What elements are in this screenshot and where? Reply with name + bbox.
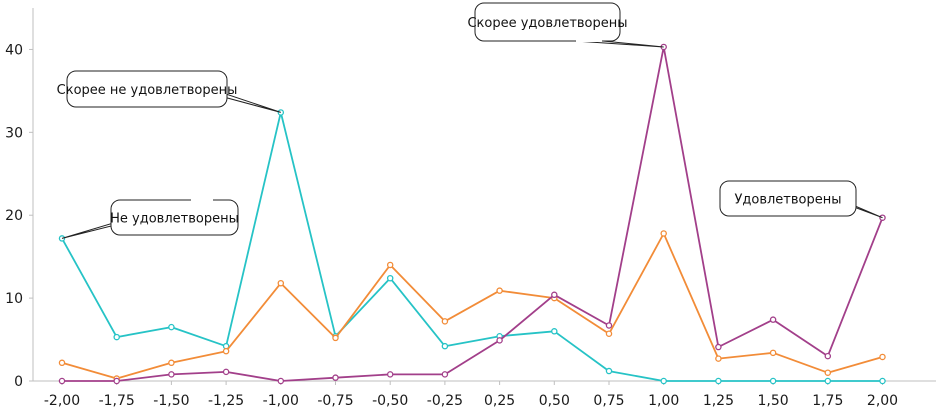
data-point [441,371,449,378]
data-point [824,377,832,385]
data-point [660,230,667,237]
x-tick-label: -0,50 [372,393,408,409]
x-tick-label: -0,75 [317,393,353,409]
x-tick-label: 0,25 [484,393,515,409]
data-point [222,368,230,376]
callout-box [66,70,228,108]
data-point [715,343,722,351]
y-axis-ticks: 0 10 20 30 40 [5,42,33,390]
series-line [61,111,883,382]
data-point [441,342,449,350]
data-point [769,349,777,357]
data-point [824,369,832,376]
x-tick-label: 2,00 [867,393,898,409]
x-tick-label: -1,75 [99,393,135,409]
callout: Скорее удовлетворены [467,2,664,48]
data-point [58,377,66,385]
data-point [113,333,120,341]
data-point [168,371,175,378]
data-point [769,377,777,385]
data-point [824,352,832,360]
data-point [58,359,66,367]
data-point [168,359,175,367]
data-point [551,291,558,299]
callout: Скорее не удовлетворены [57,70,281,113]
data-point [769,316,777,323]
data-point [222,347,230,355]
callout-box [719,180,857,217]
data-point [332,374,339,381]
data-point [496,287,503,294]
callout-text: Не удовлетворены [110,212,239,227]
data-point [879,377,886,385]
series-2 [58,230,886,382]
series-layer [58,43,886,385]
data-point [386,261,394,269]
x-tick-label: 1,25 [703,393,734,409]
data-point [441,318,449,325]
series-3 [58,43,886,385]
x-tick-label: 1,50 [758,393,789,409]
series-line [62,46,884,382]
data-point [277,279,285,287]
x-tick-label: 1,75 [812,393,843,409]
data-point [277,377,285,385]
callout-seam [820,190,846,205]
x-tick-label: 0,50 [539,393,570,409]
data-point [332,334,339,342]
data-point [605,322,613,329]
callout-text: Скорее удовлетворены [467,16,627,31]
y-tick-label: 10 [5,291,23,307]
data-point [551,328,558,335]
data-point [605,330,613,338]
callout-seam [196,83,220,97]
data-point [386,274,394,282]
x-tick-label: -2,00 [44,393,80,409]
callout-box [110,199,239,236]
series-line [61,232,883,380]
data-point [386,371,394,378]
data-point [605,367,613,375]
x-tick-label: -1,50 [153,393,189,409]
y-tick-label: 40 [5,42,23,58]
callout: Не удовлетворены [61,199,239,239]
series-1 [58,109,886,385]
data-point [660,377,667,385]
callout: Удовлетворены [719,180,883,219]
data-point [168,323,175,331]
x-tick-label: -1,25 [208,393,244,409]
data-point [113,377,120,385]
callout-layer: Не удовлетворены Скорее не удовлетворены С… [57,2,883,239]
x-tick-label: 1,00 [648,393,679,409]
x-tick-label: -0,25 [427,393,463,409]
callout-box [474,2,621,42]
y-tick-label: 20 [5,208,23,224]
y-tick-label: 30 [5,125,23,141]
callout-text: Скорее не удовлетворены [57,83,238,98]
x-axis-ticks: -2,00 -1,75 -1,50 -1,25 -1,00 -0,75 -0,50 -0,25… [44,381,898,409]
data-point [715,377,722,385]
y-tick-label: 0 [14,374,23,390]
x-tick-label: -1,00 [263,393,299,409]
callout-text: Удовлетворены [734,193,841,208]
data-point [715,355,722,362]
data-point [879,353,886,361]
data-point [496,337,503,344]
x-tick-label: 0,75 [593,393,624,409]
